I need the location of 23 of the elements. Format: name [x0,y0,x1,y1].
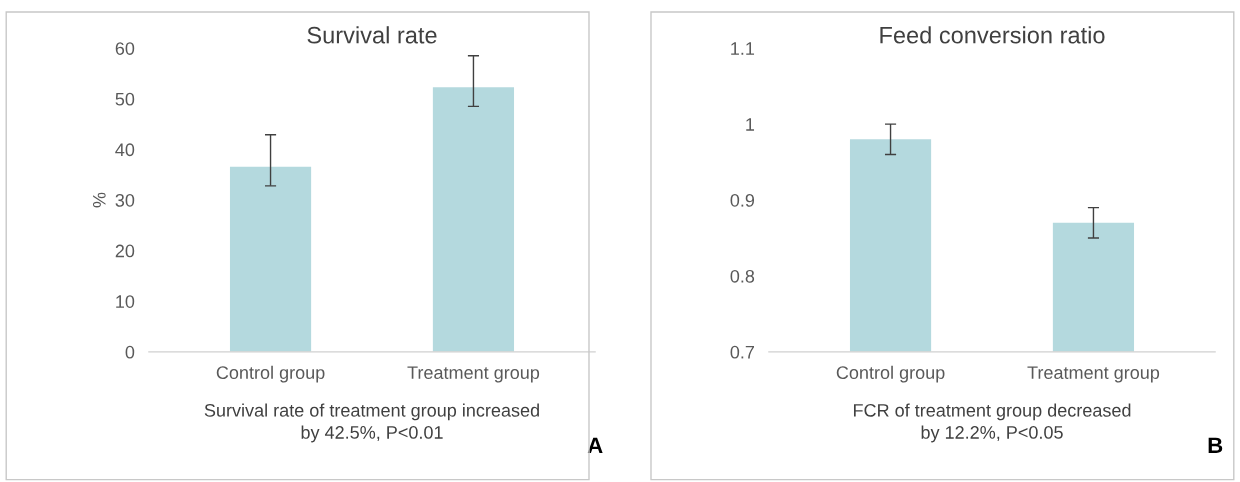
y-tick-label: 40 [115,143,135,157]
y-tick-label: 0 [125,345,135,359]
x-tick-label: Control group [836,365,945,383]
y-tick-label: 0.7 [730,345,755,359]
text: A [587,437,603,453]
y-tick-label: 50 [115,92,135,106]
y-axis-title: % [93,192,106,208]
y-tick-label: 60 [115,42,135,55]
y-tick-label: 0.9 [730,193,755,207]
y-tick-label: 30 [115,193,135,207]
y-tick-label: 1.1 [731,42,755,55]
x-tick-label: Treatment group [407,366,540,383]
text: FCR of treatment group decreased by 12.2%, P<0.05 [853,403,1131,443]
y-tick-label: 20 [115,244,135,258]
y-tick-label: 0.8 [730,269,755,283]
x-tick-label: Treatment group [1027,366,1160,383]
chart-title: Survival rate [307,26,437,44]
x-tick-label: Control group [216,365,325,383]
text: B [1208,437,1223,453]
text: Survival rate of treatment group increased by 42.5%, P<0.01 [204,403,539,443]
y-tick-label: 1 [746,118,755,131]
y-tick-label: 10 [116,295,135,308]
chart-title: Feed conversion ratio [880,26,1105,44]
